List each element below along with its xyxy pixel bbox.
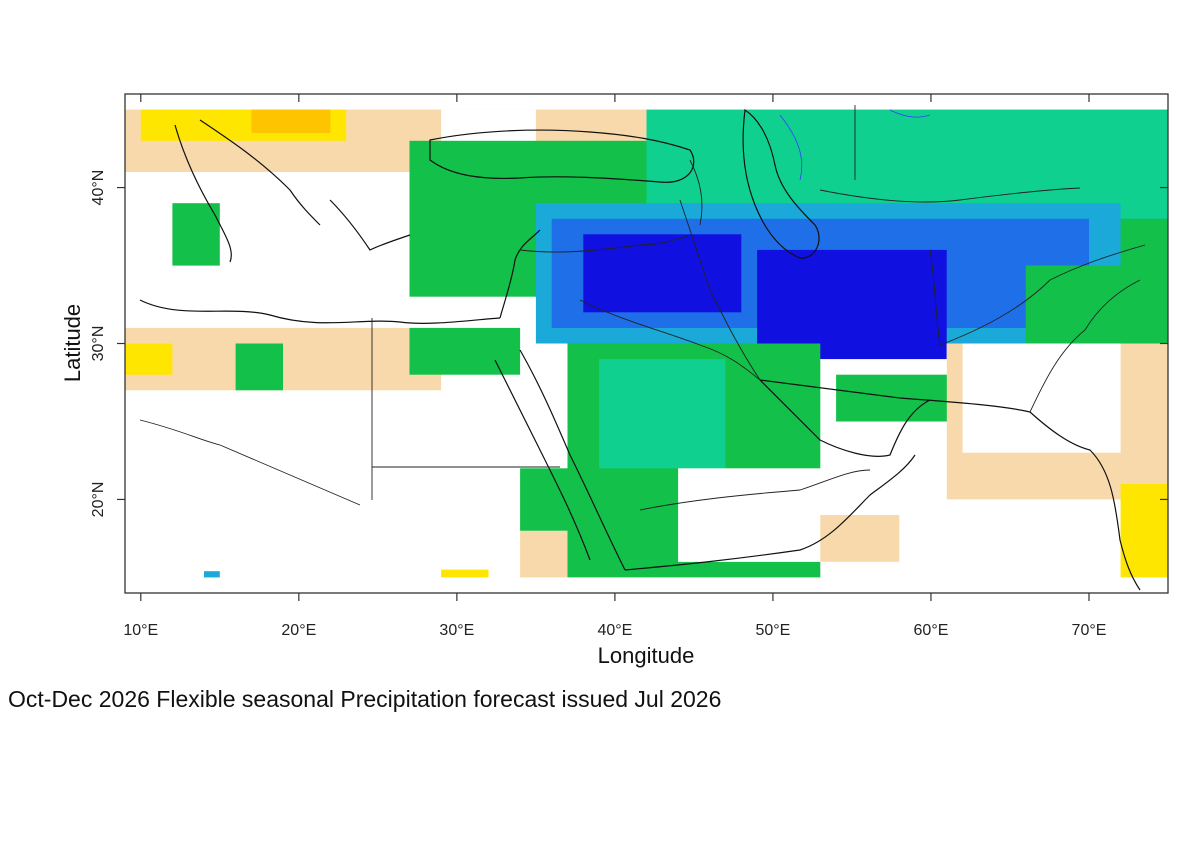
forecast-cell-dry_weak-28 [820, 515, 900, 562]
coastline-red-sea-east [519, 349, 626, 571]
forecast-cell-wet_light-17 [599, 359, 726, 469]
coastline-iran-south [759, 379, 1031, 413]
border-saudi-iraq [579, 299, 761, 381]
border-turkey-syria [519, 234, 691, 253]
border-niger-chad [139, 419, 221, 446]
y-axis-ticks: 20°N 30°N 40°N [90, 170, 1168, 518]
coastline-india-west [1029, 411, 1141, 591]
forecast-cell-dry_mod-6 [125, 343, 173, 375]
forecast-cell-wet_weak-8 [172, 203, 220, 266]
y-tick-label-1: 30°N [90, 326, 107, 362]
border-central-asia [819, 187, 1081, 203]
coastline-adriatic [199, 119, 321, 226]
border-iraq-iran [679, 199, 761, 381]
y-tick-label-2: 40°N [90, 170, 107, 206]
forecast-cell-wet_weak-25 [520, 468, 568, 531]
rivers [779, 109, 931, 181]
forecast-cell-dry_mod-26 [441, 569, 489, 578]
river-amu-darya [889, 109, 931, 118]
forecast-cell-dry_mod-23 [1120, 483, 1168, 578]
y-tick-label-0: 20°N [90, 482, 107, 518]
forecast-cell-neutral-21 [962, 343, 1121, 453]
coastline-red-sea-west [494, 359, 591, 561]
x-tick-label-2: 30°E [439, 622, 474, 639]
border-afghan-pak [939, 244, 1146, 346]
coastline-arabia-south [624, 454, 916, 571]
forecast-cell-wet-27 [204, 571, 220, 578]
x-tick-label-5: 60°E [914, 622, 949, 639]
coastline-black-sea [429, 129, 695, 183]
map-caption: Oct-Dec 2026 Flexible seasonal Precipita… [8, 686, 722, 712]
forecast-cell-wet_weak-15 [409, 327, 521, 375]
border-india-pak [1029, 279, 1141, 413]
x-axis-title: Longitude [598, 643, 695, 668]
forecast-cell-wet_light-10 [646, 109, 1168, 219]
country-borders [139, 105, 1146, 511]
border-libya-chad [219, 444, 361, 506]
coastline-levant [499, 229, 541, 319]
coastline-persian-gulf [759, 379, 931, 457]
border-turkey-caucasus [689, 159, 703, 226]
border-saudi-yemen [639, 469, 871, 511]
plot-area: 10°E 20°E 30°E 40°E 50°E 60°E 70°E 20°N 30°N 40°… [60, 93, 1169, 668]
border-iran-afghan [929, 249, 941, 346]
forecast-cell-wet_weak-7 [235, 343, 283, 391]
x-tick-label-4: 50°E [755, 622, 790, 639]
river-volga [779, 114, 803, 181]
x-tick-label-0: 10°E [123, 622, 158, 639]
x-axis-ticks: 10°E 20°E 30°E 40°E 50°E 60°E 70°E [123, 94, 1106, 639]
forecast-cell-dry_weak-5 [125, 327, 442, 391]
forecast-cell-wet_strong-13 [583, 234, 742, 313]
forecast-cell-wet_weak-22 [1025, 265, 1168, 344]
coastline-greece [329, 199, 411, 251]
coastline-caspian [742, 108, 820, 259]
coastline-italy [174, 124, 232, 263]
x-tick-label-1: 20°E [281, 622, 316, 639]
y-axis-title: Latitude [60, 304, 85, 382]
coastline-north-africa [139, 299, 501, 324]
x-tick-label-6: 70°E [1072, 622, 1107, 639]
forecast-cell-dry_weak-24 [520, 530, 568, 578]
forecast-cell-wet_strong-14 [757, 249, 947, 360]
coastlines [139, 108, 1141, 591]
forecast-cell-dry_strong-2 [251, 109, 331, 133]
x-tick-label-3: 40°E [597, 622, 632, 639]
